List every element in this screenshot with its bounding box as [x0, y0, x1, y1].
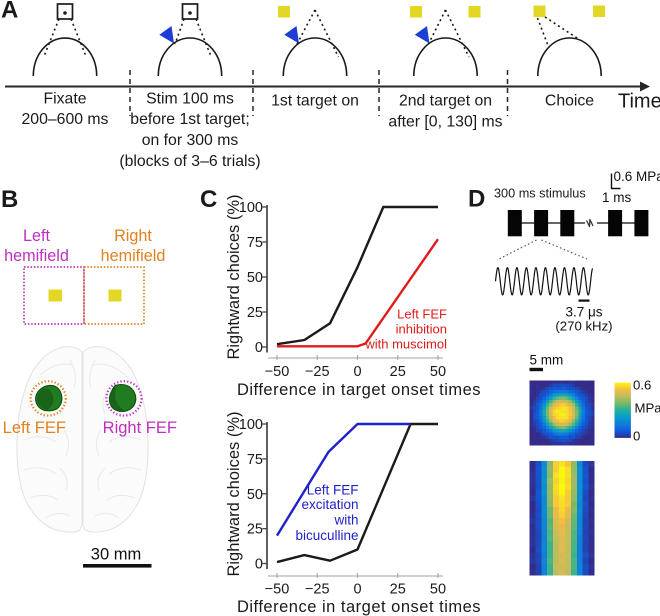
svg-text:Left FEF: Left FEF	[3, 419, 66, 437]
svg-text:Difference in target onset tim: Difference in target onset times	[237, 381, 481, 399]
svg-text:0: 0	[633, 429, 640, 444]
svg-text:−50: −50	[265, 364, 290, 380]
svg-text:0: 0	[353, 364, 361, 380]
svg-text:Left: Left	[23, 227, 51, 245]
svg-text:bicuculline: bicuculline	[295, 528, 358, 543]
svg-text:0: 0	[255, 557, 263, 573]
svg-text:Right: Right	[114, 227, 152, 245]
svg-text:before 1st target;: before 1st target;	[130, 111, 249, 128]
svg-text:50: 50	[430, 582, 446, 598]
svg-text:Choice: Choice	[545, 93, 594, 110]
svg-text:excitation: excitation	[301, 497, 358, 512]
svg-text:0: 0	[353, 582, 361, 598]
svg-text:on for 300 ms: on for 300 ms	[142, 132, 239, 149]
svg-text:A: A	[1, 0, 18, 24]
svg-text:200–600 ms: 200–600 ms	[22, 111, 109, 128]
svg-text:(270 kHz): (270 kHz)	[555, 319, 612, 334]
svg-text:with muscimol: with muscimol	[364, 337, 447, 352]
svg-text:100: 100	[239, 200, 263, 216]
svg-text:0.6 MPa: 0.6 MPa	[614, 169, 660, 184]
svg-text:50: 50	[247, 270, 263, 286]
svg-text:Time: Time	[618, 91, 660, 113]
svg-text:−25: −25	[305, 582, 330, 598]
svg-text:Rightward choices (%): Rightward choices (%)	[225, 411, 243, 576]
svg-text:Fixate: Fixate	[43, 90, 86, 107]
svg-text:2nd target on: 2nd target on	[399, 93, 492, 110]
svg-text:Left FEF: Left FEF	[397, 307, 447, 322]
svg-text:B: B	[1, 186, 18, 213]
svg-text:D: D	[468, 186, 485, 213]
svg-text:0: 0	[255, 340, 263, 356]
svg-text:C: C	[200, 186, 217, 213]
svg-text:30 mm: 30 mm	[91, 546, 141, 564]
svg-text:Rightward choices (%): Rightward choices (%)	[225, 194, 243, 359]
svg-text:5 mm: 5 mm	[530, 353, 564, 368]
svg-text:−25: −25	[305, 364, 330, 380]
svg-text:1 ms: 1 ms	[602, 190, 632, 205]
svg-text:Left FEF: Left FEF	[307, 482, 359, 497]
svg-text:MPa: MPa	[635, 401, 660, 416]
svg-text:3.7 μs: 3.7 μs	[565, 305, 602, 320]
svg-text:Stim 100 ms: Stim 100 ms	[146, 90, 234, 107]
svg-text:100: 100	[239, 417, 263, 433]
svg-text:25: 25	[390, 364, 406, 380]
svg-text:−50: −50	[265, 582, 290, 598]
svg-text:50: 50	[247, 487, 263, 503]
svg-text:50: 50	[430, 364, 446, 380]
svg-text:0.6: 0.6	[633, 378, 651, 393]
svg-text:with: with	[333, 512, 358, 527]
svg-text:25: 25	[247, 522, 263, 538]
svg-text:25: 25	[247, 305, 263, 321]
svg-text:hemifield: hemifield	[101, 247, 166, 265]
svg-text:25: 25	[390, 582, 406, 598]
svg-text:after [0, 130] ms: after [0, 130] ms	[388, 114, 502, 131]
svg-text:(blocks of 3–6 trials): (blocks of 3–6 trials)	[119, 153, 260, 170]
svg-text:75: 75	[247, 452, 263, 468]
svg-text:hemifield: hemifield	[4, 247, 69, 265]
svg-text:1st target on: 1st target on	[271, 93, 359, 110]
svg-text:Difference in target onset tim: Difference in target onset times	[237, 598, 481, 616]
svg-text:300 ms stimulus: 300 ms stimulus	[494, 187, 586, 201]
svg-text:Right FEF: Right FEF	[103, 419, 177, 437]
svg-text:inhibition: inhibition	[396, 322, 447, 337]
svg-text:75: 75	[247, 235, 263, 251]
